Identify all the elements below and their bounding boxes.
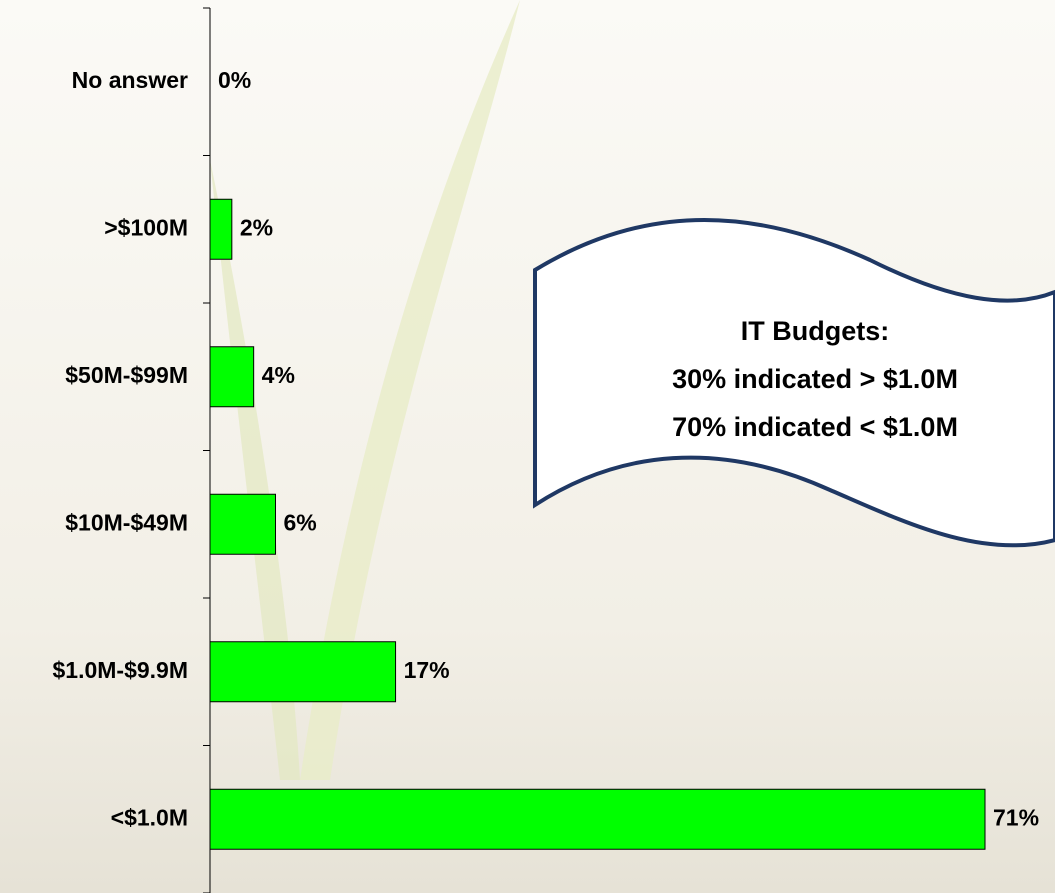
bar [210,789,985,849]
value-label: 0% [218,67,251,93]
bar [210,347,254,407]
annotation-line: 70% indicated < $1.0M [672,412,958,442]
category-label: <$1.0M [111,804,188,830]
category-label: No answer [72,67,188,93]
value-label: 4% [262,362,295,388]
category-label: $50M-$99M [65,362,188,388]
bar [210,494,275,554]
value-label: 2% [240,214,273,240]
page: {"chart_data": {"type": "bar", "orientat… [0,0,1055,893]
value-label: 6% [283,509,316,535]
value-label: 17% [404,657,450,683]
annotation-line: 30% indicated > $1.0M [672,364,958,394]
value-label: 71% [993,804,1039,830]
bar [210,199,232,259]
category-label: >$100M [104,214,188,240]
bar [210,642,396,702]
chart: No answer 0% >$100M 2% $50M-$99M 4% $10M-$49M 6… [0,0,1055,893]
annotation-line: IT Budgets: [741,316,890,346]
category-label: $1.0M-$9.9M [52,657,188,683]
category-label: $10M-$49M [65,509,188,535]
